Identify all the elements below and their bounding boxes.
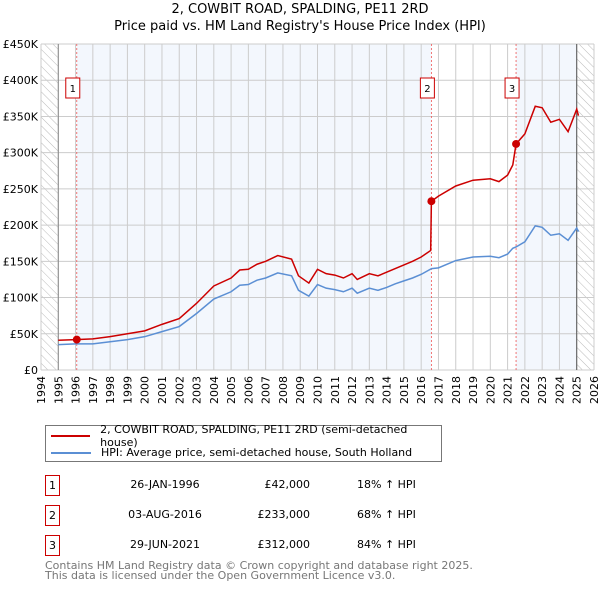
- sale-label-box: [65, 77, 81, 99]
- sale-point: [512, 139, 521, 148]
- plot-background: [58, 44, 77, 370]
- legend: 2, COWBIT ROAD, SPALDING, PE11 2RD (semi…: [45, 423, 442, 462]
- x-tick-label: 1998: [104, 376, 117, 404]
- sale-date: 26-JAN-1996: [130, 478, 200, 491]
- y-tick-label: £0: [24, 364, 38, 377]
- hpi-line: [58, 224, 580, 346]
- y-tick-label: £100K: [3, 292, 39, 305]
- hatched-region-right: [576, 44, 594, 370]
- y-tick-label: £250K: [3, 183, 39, 196]
- x-tick-label: 2025: [571, 376, 584, 404]
- sale-marker: 2: [45, 505, 60, 526]
- x-tick-label: 2016: [415, 376, 428, 404]
- sale-price: £312,000: [257, 538, 311, 551]
- unshaded-period: [431, 44, 517, 370]
- y-tick-label: £200K: [3, 219, 39, 232]
- sale-label: 3: [509, 84, 515, 95]
- x-tick-label: 2012: [346, 376, 359, 404]
- chart-title: 2, COWBIT ROAD, SPALDING, PE11 2RD: [171, 2, 429, 17]
- x-tick-label: 2008: [277, 376, 290, 404]
- shaded-period: [76, 44, 432, 370]
- x-tick-label: 1994: [35, 376, 48, 404]
- y-tick-label: £300K: [3, 147, 39, 160]
- x-tick-label: 1995: [52, 376, 65, 404]
- x-tick-label: 2011: [329, 376, 342, 404]
- chart-subtitle: Price paid vs. HM Land Registry's House …: [114, 19, 486, 34]
- shaded-period: [516, 44, 577, 370]
- x-tick-label: 2005: [225, 376, 238, 404]
- y-tick-label: £50K: [10, 328, 39, 341]
- sale-date: 03-AUG-2016: [128, 508, 202, 521]
- y-tick-label: £150K: [3, 255, 39, 268]
- y-tick-label: £400K: [3, 74, 39, 87]
- sale-hpi: 18% ↑ HPI: [357, 478, 416, 491]
- x-tick-label: 2015: [398, 376, 411, 404]
- price-chart: 1994 1995 1996 1997 1998 1999 2000 2001 2002 2003…: [3, 38, 600, 404]
- footer-copyright: Contains HM Land Registry data © Crown c…: [45, 559, 473, 572]
- legend-label: 2, COWBIT ROAD, SPALDING, PE11 2RD (semi…: [100, 422, 408, 449]
- sale-label-box: [504, 77, 520, 99]
- x-tick-label: 2023: [536, 376, 549, 404]
- x-tick-label: 2007: [260, 376, 273, 404]
- x-tick-label: 2013: [363, 376, 376, 404]
- x-tick-label: 2004: [208, 376, 221, 404]
- x-tick-label: 2000: [139, 376, 152, 404]
- sale-label: 2: [424, 84, 430, 95]
- x-tick-label: 1999: [121, 376, 134, 404]
- hatched-region-left: [41, 44, 59, 370]
- x-tick-label: 2017: [432, 376, 445, 404]
- x-tick-label: 2001: [156, 376, 169, 404]
- x-tick-label: 2010: [312, 376, 325, 404]
- legend-swatch-blue: [51, 451, 91, 454]
- sale-price: £42,000: [264, 478, 311, 491]
- sale-label-box: [419, 77, 435, 99]
- x-tick-label: 2021: [502, 376, 515, 404]
- legend-swatch-red: [51, 434, 91, 437]
- sale-point: [427, 197, 436, 206]
- x-tick-label: 2019: [467, 376, 480, 404]
- sale-hpi: 68% ↑ HPI: [357, 508, 416, 521]
- y-tick-label: £450K: [3, 38, 39, 51]
- x-tick-label: 2026: [588, 376, 600, 404]
- sale-label: 1: [70, 84, 76, 95]
- x-tick-label: 1996: [70, 376, 83, 404]
- sale-marker: 1: [45, 475, 60, 496]
- x-tick-label: 2020: [484, 376, 497, 404]
- sale-marker: 3: [45, 535, 60, 556]
- legend-item-property: 2, COWBIT ROAD, SPALDING, PE11 2RD (semi…: [51, 423, 441, 449]
- sale-date: 29-JUN-2021: [129, 538, 201, 551]
- x-tick-label: 2018: [450, 376, 463, 404]
- x-tick-label: 2003: [191, 376, 204, 404]
- x-tick-label: 2022: [519, 376, 532, 404]
- x-tick-label: 1997: [87, 376, 100, 404]
- footer-licence: This data is licensed under the Open Gov…: [45, 569, 396, 582]
- x-tick-label: 2002: [173, 376, 186, 404]
- legend-label: HPI: Average price, semi-detached house,…: [101, 446, 413, 459]
- legend-item-hpi: HPI: Average price, semi-detached house,…: [51, 444, 412, 461]
- x-tick-label: 2009: [294, 376, 307, 404]
- x-tick-label: 2006: [242, 376, 255, 404]
- y-tick-label: £350K: [3, 110, 39, 123]
- x-tick-label: 2024: [553, 376, 566, 404]
- x-tick-label: 2014: [381, 376, 394, 404]
- sale-hpi: 84% ↑ HPI: [357, 538, 416, 551]
- sale-point: [72, 335, 81, 344]
- sale-price: £233,000: [257, 508, 311, 521]
